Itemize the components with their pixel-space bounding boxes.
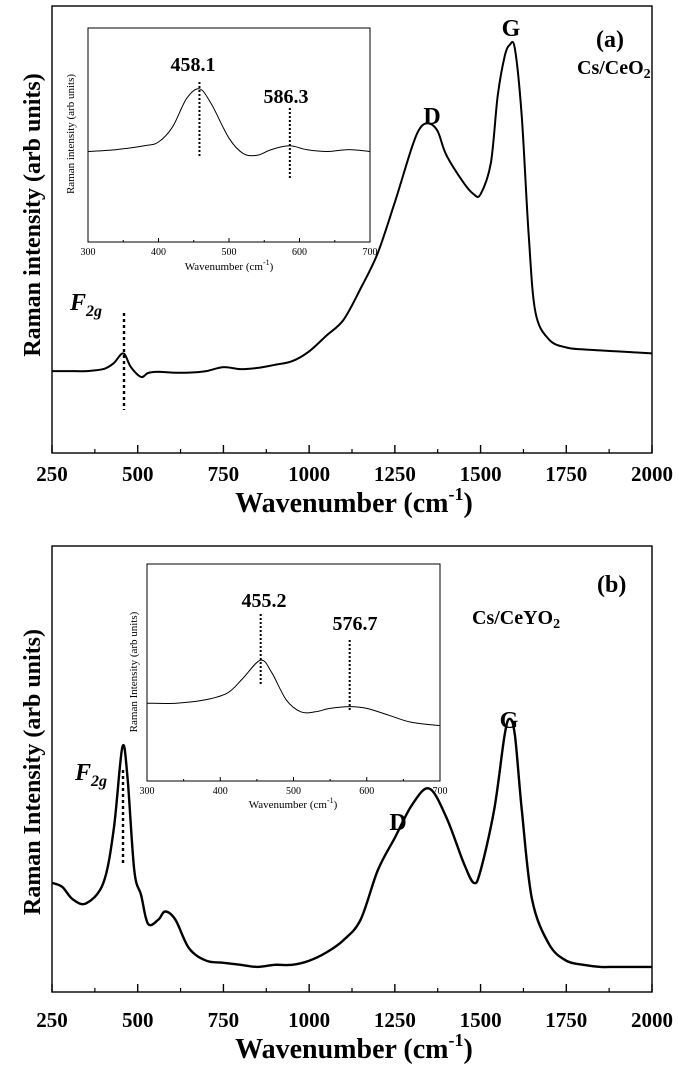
x-tick-label: 500 bbox=[122, 462, 154, 486]
panel-a-label: (a) bbox=[596, 27, 624, 53]
panel-b-inset-frame bbox=[146, 563, 441, 782]
panel-b-inset: Raman Intensity (arb units) Wavenumber (… bbox=[128, 563, 448, 811]
panel-a-inset: Raman intensity (arb units) Wavenumber (… bbox=[65, 27, 378, 273]
x-tick-label: 1000 bbox=[288, 1008, 330, 1032]
panel-b-series-line bbox=[51, 717, 652, 969]
panel-b-inset-ylabel: Raman Intensity (arb units) bbox=[128, 611, 140, 732]
inset-x-tick-label: 500 bbox=[222, 247, 237, 258]
x-tick-label: 750 bbox=[208, 462, 240, 486]
x-tick-label: 2000 bbox=[631, 462, 673, 486]
inset-x-tick-label: 400 bbox=[151, 247, 166, 258]
panel-a-g-label: G bbox=[502, 16, 521, 42]
panel-a-inset-series-line bbox=[87, 88, 371, 157]
inset-x-tick-label: 500 bbox=[286, 786, 301, 797]
panel-a-xlabel: Wavenumber (cm-1) bbox=[235, 484, 473, 519]
panel-b-xlabel: Wavenumber (cm-1) bbox=[235, 1030, 473, 1065]
panel-b-inset-peak1-label: 455.2 bbox=[242, 590, 287, 612]
panel-b-f2g-label: F2g bbox=[74, 760, 107, 790]
panel-b-inset-x-ticks: 300 400 500 600 700 bbox=[140, 777, 448, 797]
panel-a-inset-frame bbox=[87, 27, 371, 243]
panel-b-d-label: D bbox=[389, 810, 406, 836]
inset-x-tick-label: 700 bbox=[363, 247, 378, 258]
x-tick-label: 1750 bbox=[545, 1008, 587, 1032]
panel-a-inset-peak2-label: 586.3 bbox=[264, 86, 309, 108]
x-tick-label: 1500 bbox=[460, 1008, 502, 1032]
panel-b-sample-label: Cs/CeYO2 bbox=[472, 607, 560, 632]
panel-a-d-label: D bbox=[423, 104, 440, 130]
x-tick-label: 500 bbox=[122, 1008, 154, 1032]
x-tick-label: 250 bbox=[36, 1008, 68, 1032]
x-tick-label: 1250 bbox=[374, 1008, 416, 1032]
x-tick-label: 250 bbox=[36, 462, 68, 486]
x-tick-label: 1750 bbox=[545, 462, 587, 486]
panel-a-inset-xlabel: Wavenumber (cm-1) bbox=[185, 258, 274, 273]
inset-x-tick-label: 600 bbox=[292, 247, 307, 258]
inset-x-tick-label: 700 bbox=[433, 786, 448, 797]
panel-a-inset-peak1-label: 458.1 bbox=[171, 54, 216, 76]
panel-b-ylabel: Raman Intensity (arb units) bbox=[20, 629, 46, 915]
x-tick-label: 2000 bbox=[631, 1008, 673, 1032]
panel-b-x-ticks: 250 500 750 1000 1250 1500 1750 2000 bbox=[36, 984, 673, 1032]
inset-x-tick-label: 600 bbox=[359, 786, 374, 797]
panel-a-series-line bbox=[51, 40, 653, 379]
panel-a-ylabel: Raman intensity (arb units) bbox=[20, 73, 46, 356]
panel-b-inset-peak2-label: 576.7 bbox=[333, 613, 378, 635]
panel-b-inset-series-line bbox=[146, 659, 441, 727]
panel-a-inset-x-ticks: 300 400 500 600 700 bbox=[81, 238, 378, 258]
panel-b-label: (b) bbox=[597, 572, 626, 598]
inset-x-tick-label: 300 bbox=[140, 786, 155, 797]
x-tick-label: 1000 bbox=[288, 462, 330, 486]
inset-x-tick-label: 400 bbox=[213, 786, 228, 797]
panel-a: Raman intensity (arb units) Wavenumber (… bbox=[20, 5, 673, 519]
panel-b: Raman Intensity (arb units) Wavenumber (… bbox=[20, 545, 673, 1065]
panel-a-x-ticks: 250 500 750 1000 1250 1500 1750 2000 bbox=[36, 445, 673, 486]
inset-x-tick-label: 300 bbox=[81, 247, 96, 258]
panel-b-g-label: G bbox=[500, 708, 519, 734]
panel-a-sample-label: Cs/CeO2 bbox=[577, 57, 651, 82]
x-tick-label: 1250 bbox=[374, 462, 416, 486]
x-tick-label: 1500 bbox=[460, 462, 502, 486]
panel-b-inset-xlabel: Wavenumber (cm-1) bbox=[249, 796, 338, 811]
x-tick-label: 750 bbox=[208, 1008, 240, 1032]
panel-a-inset-ylabel: Raman intensity (arb units) bbox=[65, 74, 77, 194]
panel-a-f2g-label: F2g bbox=[69, 290, 102, 320]
